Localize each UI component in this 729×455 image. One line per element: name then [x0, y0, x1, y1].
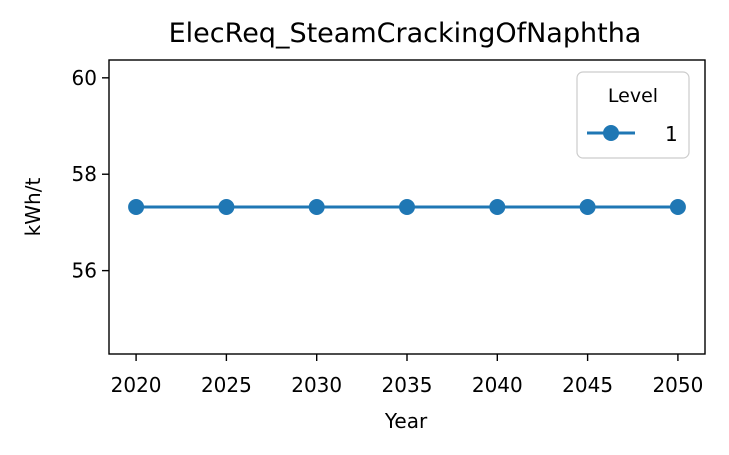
x-tick-label: 2045	[562, 373, 613, 397]
data-point	[579, 199, 596, 215]
y-axis-label: kWh/t	[21, 178, 45, 237]
data-point	[218, 199, 235, 215]
data-point	[128, 199, 145, 215]
legend-marker	[603, 125, 619, 141]
x-tick-label: 2040	[472, 373, 523, 397]
legend-entry-label: 1	[665, 122, 678, 146]
y-axis: 56 58 60	[72, 66, 109, 283]
x-tick-label: 2030	[291, 373, 342, 397]
chart-title: ElecReq_SteamCrackingOfNaphtha	[169, 18, 642, 49]
series-layer	[128, 199, 686, 215]
data-point	[399, 199, 415, 215]
x-tick-label: 2020	[111, 373, 162, 397]
x-axis: 2020 2025 2030 2035 2040 2045 2050	[111, 354, 703, 397]
y-tick-label: 60	[72, 66, 97, 90]
y-tick-label: 58	[72, 162, 97, 186]
legend: Level 1	[576, 71, 690, 159]
legend-title: Level	[608, 85, 658, 107]
y-tick-label: 56	[72, 259, 97, 283]
x-axis-label: Year	[384, 409, 428, 433]
x-tick-label: 2050	[652, 373, 703, 397]
x-tick-label: 2025	[201, 373, 252, 397]
data-point	[669, 199, 686, 215]
x-tick-label: 2035	[382, 373, 433, 397]
data-point	[489, 199, 506, 215]
data-point	[308, 199, 325, 215]
